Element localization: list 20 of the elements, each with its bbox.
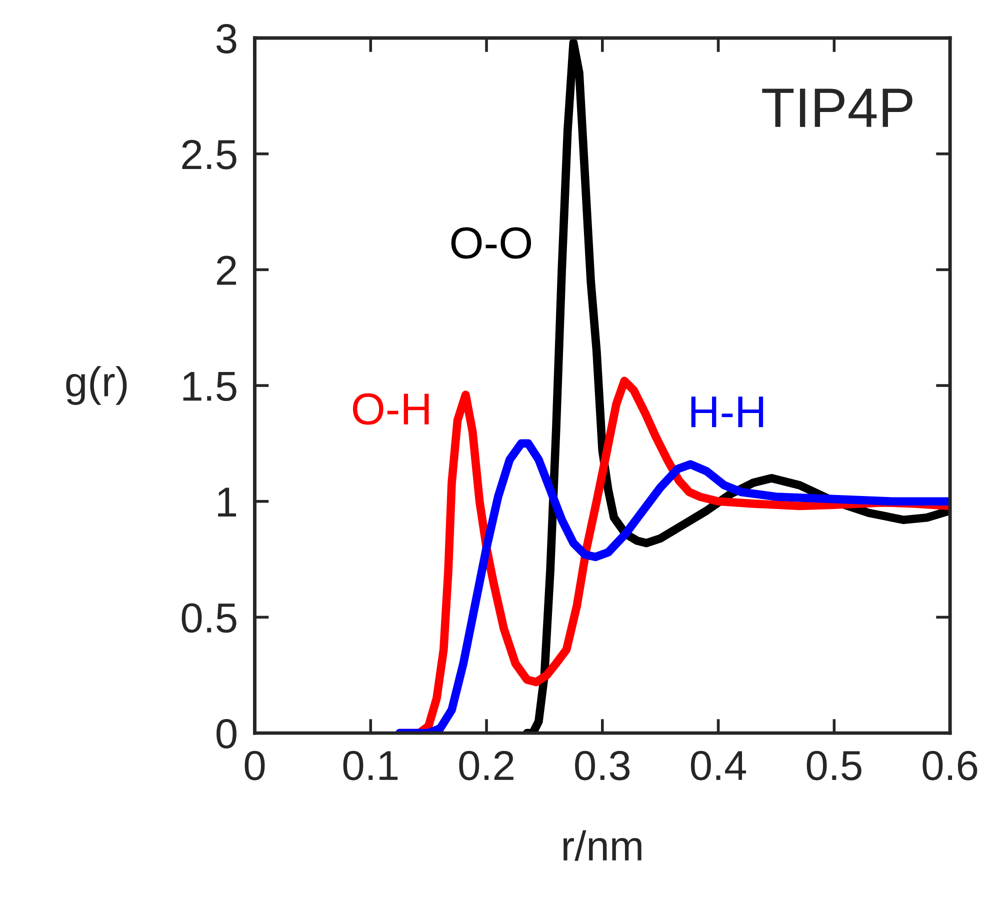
y-tick-label: 2: [217, 256, 236, 285]
x-tick-label: 0.2: [459, 750, 514, 780]
y-tick-label: 2.5: [182, 140, 236, 170]
y-tick-label: 0: [216, 719, 236, 749]
x-axis-title: r/nm: [564, 830, 642, 861]
text: TIP4P: [762, 88, 912, 127]
y-tick-label: 3: [216, 24, 236, 54]
series-label: H-H: [691, 396, 764, 428]
x-tick-label: 0: [244, 750, 265, 780]
series-label: O-H: [352, 393, 429, 425]
y-tick-label: 1.5: [183, 372, 236, 402]
series-label: O-O: [451, 227, 532, 259]
x-tick-label: 0.4: [690, 750, 746, 780]
x-tick-label: 0.5: [806, 750, 862, 780]
x-tick-label: 0.1: [343, 750, 398, 780]
y-tick-label: 0.5: [182, 603, 236, 633]
y-axis-title: g(r): [66, 366, 127, 405]
y-tick-label: 1: [218, 488, 236, 516]
x-tick-label: 0.3: [575, 750, 630, 780]
x-tick-label: 0.6: [922, 750, 978, 780]
